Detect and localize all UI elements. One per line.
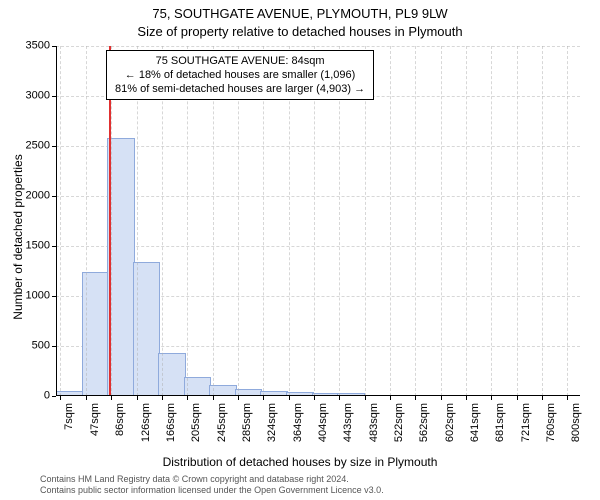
ytick-mark [52, 396, 56, 397]
xtick-mark [466, 396, 467, 400]
xtick-label: 404sqm [318, 403, 329, 442]
xtick-label: 285sqm [242, 403, 253, 442]
chart-container: 75, SOUTHGATE AVENUE, PLYMOUTH, PL9 9LW … [0, 0, 600, 500]
xtick-mark [111, 396, 112, 400]
x-axis-label: Distribution of detached houses by size … [0, 455, 600, 469]
gridline-v [491, 46, 493, 396]
xtick-label: 760sqm [546, 403, 557, 442]
xtick-mark [415, 396, 416, 400]
xtick-mark [263, 396, 264, 400]
xtick-mark [86, 396, 87, 400]
xtick-mark [137, 396, 138, 400]
gridline-v [567, 46, 569, 396]
xtick-label: 47sqm [90, 403, 101, 436]
xtick-mark [441, 396, 442, 400]
xtick-label: 126sqm [141, 403, 152, 442]
xtick-mark [314, 396, 315, 400]
ytick-label: 0 [44, 391, 50, 402]
xtick-mark [542, 396, 543, 400]
xtick-label: 245sqm [217, 403, 228, 442]
xtick-label: 641sqm [470, 403, 481, 442]
xtick-mark [390, 396, 391, 400]
xtick-mark [60, 396, 61, 400]
xtick-label: 86sqm [115, 403, 126, 436]
ytick-label: 2000 [26, 191, 50, 202]
xtick-mark [162, 396, 163, 400]
x-axis-line [56, 395, 580, 396]
xtick-mark [187, 396, 188, 400]
xtick-mark [289, 396, 290, 400]
xtick-label: 562sqm [419, 403, 430, 442]
xtick-mark [238, 396, 239, 400]
xtick-label: 324sqm [267, 403, 278, 442]
xtick-label: 7sqm [64, 403, 75, 430]
attribution-line: Contains public sector information licen… [40, 485, 600, 496]
gridline-v [60, 46, 62, 396]
info-box-line: 75 SOUTHGATE AVENUE: 84sqm [115, 54, 365, 68]
attribution-line: Contains HM Land Registry data © Crown c… [40, 474, 600, 485]
ytick-label: 500 [32, 341, 50, 352]
xtick-mark [365, 396, 366, 400]
y-axis-line [56, 46, 57, 396]
xtick-label: 721sqm [521, 403, 532, 442]
gridline-v [390, 46, 392, 396]
plot-area: 05001000150020002500300035007sqm47sqm86s… [56, 46, 580, 396]
xtick-mark [339, 396, 340, 400]
y-axis-label: Number of detached properties [11, 137, 25, 337]
xtick-mark [517, 396, 518, 400]
chart-title: 75, SOUTHGATE AVENUE, PLYMOUTH, PL9 9LW [0, 6, 600, 21]
ytick-label: 1500 [26, 241, 50, 252]
xtick-label: 800sqm [571, 403, 582, 442]
xtick-label: 166sqm [166, 403, 177, 442]
gridline-v [441, 46, 443, 396]
gridline-v [517, 46, 519, 396]
xtick-label: 522sqm [394, 403, 405, 442]
gridline-v [415, 46, 417, 396]
gridline-v [86, 46, 88, 396]
info-box-line: 81% of semi-detached houses are larger (… [115, 82, 365, 96]
xtick-mark [213, 396, 214, 400]
xtick-label: 602sqm [445, 403, 456, 442]
attribution-text: Contains HM Land Registry data © Crown c… [40, 474, 600, 496]
xtick-label: 681sqm [495, 403, 506, 442]
ytick-label: 1000 [26, 291, 50, 302]
gridline-v [466, 46, 468, 396]
xtick-label: 205sqm [191, 403, 202, 442]
xtick-label: 483sqm [369, 403, 380, 442]
gridline-v [542, 46, 544, 396]
chart-subtitle: Size of property relative to detached ho… [0, 24, 600, 39]
xtick-mark [567, 396, 568, 400]
info-box: 75 SOUTHGATE AVENUE: 84sqm← 18% of detac… [106, 50, 374, 100]
ytick-label: 2500 [26, 141, 50, 152]
gridline-h [56, 46, 580, 48]
ytick-label: 3500 [26, 41, 50, 52]
xtick-label: 364sqm [293, 403, 304, 442]
xtick-mark [491, 396, 492, 400]
info-box-line: ← 18% of detached houses are smaller (1,… [115, 68, 365, 82]
xtick-label: 443sqm [343, 403, 354, 442]
ytick-label: 3000 [26, 91, 50, 102]
